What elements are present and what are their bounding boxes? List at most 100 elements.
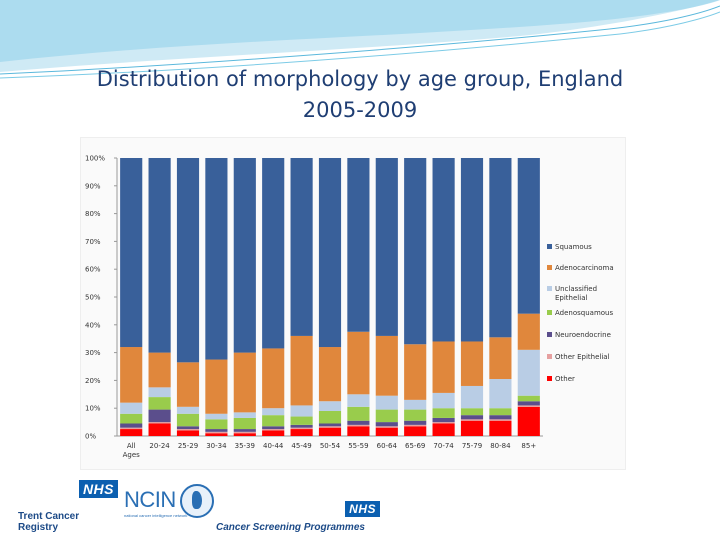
legend-label: Other Epithelial <box>555 353 610 361</box>
y-tick-label: 20% <box>85 377 101 385</box>
bar-segment <box>205 419 228 430</box>
bar-segment <box>318 427 342 436</box>
bar-segment <box>176 426 200 430</box>
x-tick-label: 40-44 <box>263 442 284 450</box>
stacked-bar-chart: 0% 10% 20% 30% 40% 50% 60% 70% 80% 90% 100% AllAges… <box>85 155 614 460</box>
bar-segment <box>205 359 228 414</box>
bar-segment <box>517 395 540 402</box>
bar-segment <box>460 341 484 386</box>
bar-segment <box>148 409 171 423</box>
bar-segment <box>148 423 171 436</box>
y-tick-label: 70% <box>85 238 101 246</box>
bar-segment <box>120 347 143 403</box>
legend-swatch <box>547 354 552 359</box>
x-tick-label: 35-39 <box>235 442 255 450</box>
slide-title: Distribution of morphology by age group,… <box>40 64 680 126</box>
x-tick-label: 30-34 <box>206 442 227 450</box>
y-tick-label: 100% <box>85 155 105 163</box>
bar-segment <box>517 405 540 407</box>
bar-segment <box>375 409 398 423</box>
bar-segment <box>432 158 455 342</box>
bar-segment <box>148 387 171 398</box>
y-tick-label: 10% <box>85 405 101 413</box>
y-tick-label: 60% <box>85 266 101 274</box>
bar-segment <box>460 419 484 421</box>
x-tick-label: Ages <box>123 451 141 459</box>
bar-segment <box>148 397 171 410</box>
bar-segment <box>290 424 313 428</box>
bar-segment <box>404 420 427 425</box>
bar-segment <box>432 417 455 423</box>
bar-segment <box>262 429 285 431</box>
bar-segment <box>262 415 285 427</box>
bar-segment <box>517 349 540 396</box>
y-tick-label: 90% <box>85 182 101 190</box>
bar-segment <box>290 405 313 417</box>
bar-segment <box>432 422 455 424</box>
bar-segment <box>347 426 370 436</box>
bar-segment <box>262 158 285 349</box>
bar-segment <box>347 420 370 425</box>
legend-swatch <box>547 376 552 381</box>
bar-segment <box>205 158 228 360</box>
bar-segment <box>404 409 427 421</box>
legend-swatch <box>547 244 552 249</box>
bar-segment <box>120 413 143 424</box>
nhs-logo-mark-small: NHS <box>345 501 380 517</box>
bar-segment <box>517 401 540 406</box>
bar-segment <box>404 158 427 345</box>
chart-container: 0% 10% 20% 30% 40% 50% 60% 70% 80% 90% 100% All Ages… <box>80 137 626 470</box>
legend-label: Adenosquamous <box>555 309 613 317</box>
bar-segment <box>205 433 228 436</box>
bar-segment <box>375 426 398 428</box>
y-tick-label: 50% <box>85 294 101 302</box>
bar-segment <box>375 158 398 336</box>
bar-segment <box>375 335 398 396</box>
bar-segment <box>432 408 455 418</box>
bar-segment <box>347 406 370 421</box>
cancer-screening-programmes-logo: NHS Cancer Screening Programmes <box>216 500 380 533</box>
bar-segment <box>120 427 143 430</box>
x-tick-label: 20-24 <box>149 442 170 450</box>
legend-swatch <box>547 310 552 315</box>
legend-label: Other <box>555 375 575 383</box>
legend-swatch <box>547 332 552 337</box>
bar-segment <box>205 413 228 420</box>
bar-segment <box>318 347 342 402</box>
trent-cancer-registry-logo: NHS Trent Cancer Registry <box>18 480 118 533</box>
x-tick-label: 50-54 <box>320 442 341 450</box>
x-tick-label: 45-49 <box>291 442 311 450</box>
ncin-logo: NCIN national cancer intelligence networ… <box>124 484 214 530</box>
bar-segment <box>233 158 256 353</box>
bar-segment <box>404 344 427 400</box>
bar-segment <box>347 394 370 407</box>
bar-segment <box>347 331 370 395</box>
bar-segment <box>489 158 512 338</box>
bar-segment <box>233 433 256 436</box>
bar-segment <box>318 423 342 427</box>
bar-segment <box>489 408 512 416</box>
bar-segment <box>460 420 484 436</box>
bar-segment <box>489 420 512 436</box>
x-tick-label: 70-74 <box>433 442 454 450</box>
globe-icon <box>180 484 214 518</box>
y-tick-label: 40% <box>85 321 101 329</box>
bar-segment <box>517 313 540 350</box>
bar-segment <box>148 352 171 388</box>
legend-label: Epithelial <box>555 294 587 302</box>
bar-segment <box>176 406 200 414</box>
x-tick-label: 60-64 <box>377 442 398 450</box>
bar-segment <box>460 385 484 409</box>
bar-segment <box>460 408 484 416</box>
bar-segment <box>148 158 171 353</box>
legend-label: Adenocarcinoma <box>555 264 614 272</box>
bar-segment <box>432 392 455 409</box>
bar-segment <box>148 422 171 424</box>
y-tick-label: 0% <box>85 433 96 441</box>
bar-segment <box>318 410 342 424</box>
legend-label: Squamous <box>555 243 592 251</box>
legend-swatch <box>547 265 552 270</box>
bar-segment <box>120 429 143 436</box>
x-tick-label: All <box>127 442 136 450</box>
bar-segment <box>233 429 256 432</box>
